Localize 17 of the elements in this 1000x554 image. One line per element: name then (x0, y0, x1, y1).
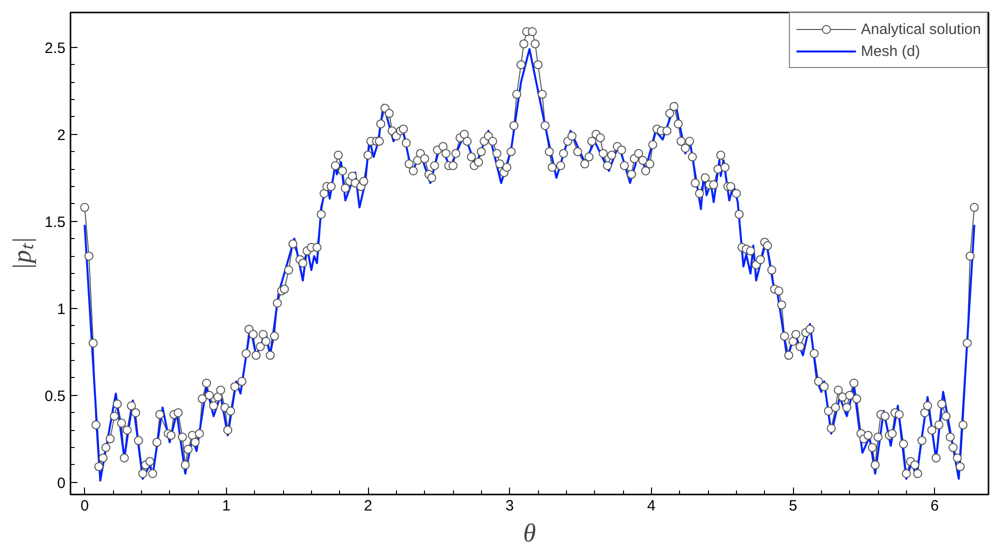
y-tick-label: 2 (57, 126, 66, 144)
legend-label: Mesh (d) (860, 42, 920, 60)
x-axis-title: θ (523, 518, 536, 548)
y-tick-label: 1.5 (44, 214, 66, 231)
x-tick-label: 1 (222, 498, 231, 514)
x-tick-label: 5 (788, 498, 798, 514)
y-tick-label: 2.5 (44, 40, 66, 57)
y-tick-label: 1 (57, 300, 66, 318)
x-tick-label: 6 (930, 498, 939, 514)
y-axis-title: |pₜ| (8, 236, 37, 270)
x-tick-label: 3 (505, 498, 514, 514)
y-tick-label: 0.5 (44, 388, 66, 405)
x-tick-label: 0 (80, 498, 89, 514)
y-tick-label: 0 (57, 474, 66, 492)
legend-label: Analytical solution (860, 20, 981, 38)
x-tick-label: 4 (647, 498, 656, 514)
x-tick-label: 2 (364, 498, 372, 514)
